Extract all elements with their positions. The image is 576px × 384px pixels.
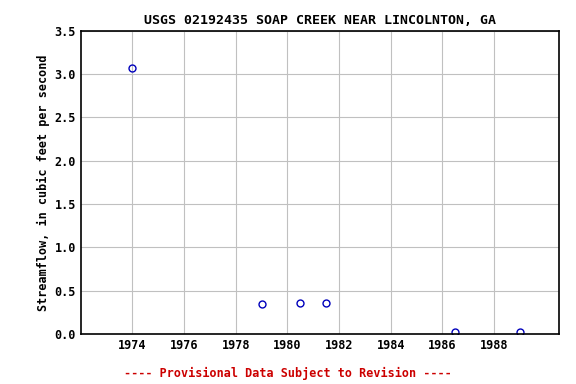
- Y-axis label: Streamflow, in cubic feet per second: Streamflow, in cubic feet per second: [37, 54, 50, 311]
- Title: USGS 02192435 SOAP CREEK NEAR LINCOLNTON, GA: USGS 02192435 SOAP CREEK NEAR LINCOLNTON…: [143, 14, 496, 27]
- Text: ---- Provisional Data Subject to Revision ----: ---- Provisional Data Subject to Revisio…: [124, 367, 452, 380]
